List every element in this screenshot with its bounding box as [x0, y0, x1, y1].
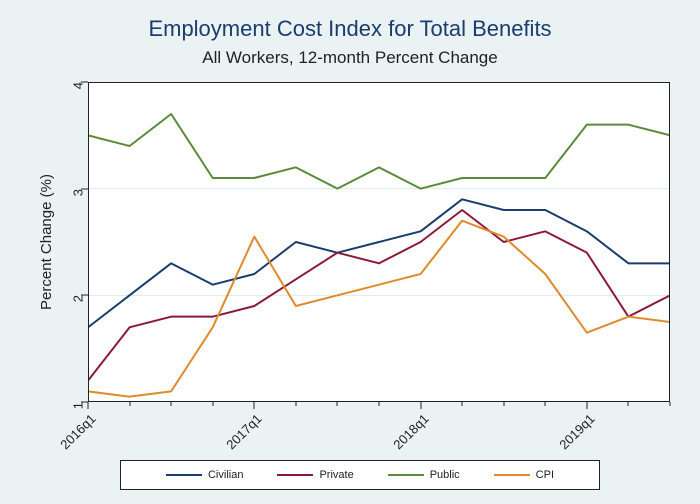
x-tick-label: 2016q1 — [57, 411, 98, 452]
legend-label-cpi: CPI — [536, 469, 554, 481]
chart-title: Employment Cost Index for Total Benefits — [0, 16, 700, 42]
x-tick-label: 2019q1 — [556, 411, 597, 452]
y-axis-label: Percent Change (%) — [38, 82, 55, 402]
legend-swatch-public — [388, 470, 424, 480]
legend-swatch-cpi — [494, 470, 530, 480]
legend-label-civilian: Civilian — [208, 469, 243, 481]
legend-swatch-private — [277, 470, 313, 480]
x-tick-label: 2018q1 — [390, 411, 431, 452]
y-tick-label: 4 — [71, 82, 86, 89]
legend-item-private: Private — [277, 469, 353, 481]
legend-item-cpi: CPI — [494, 469, 554, 481]
y-tick-label: 2 — [71, 295, 86, 302]
legend-label-public: Public — [430, 469, 460, 481]
chart-figure: Employment Cost Index for Total Benefits… — [0, 0, 700, 504]
legend-label-private: Private — [319, 469, 353, 481]
legend-item-civilian: Civilian — [166, 469, 243, 481]
y-tick-label: 1 — [71, 402, 86, 409]
legend-swatch-civilian — [166, 470, 202, 480]
chart-svg — [88, 82, 670, 402]
legend-item-public: Public — [388, 469, 460, 481]
y-tick-label: 3 — [71, 189, 86, 196]
plot-area — [88, 82, 670, 402]
x-tick-label: 2017q1 — [224, 411, 265, 452]
legend: Civilian Private Public CPI — [120, 460, 600, 490]
chart-subtitle: All Workers, 12-month Percent Change — [0, 48, 700, 68]
